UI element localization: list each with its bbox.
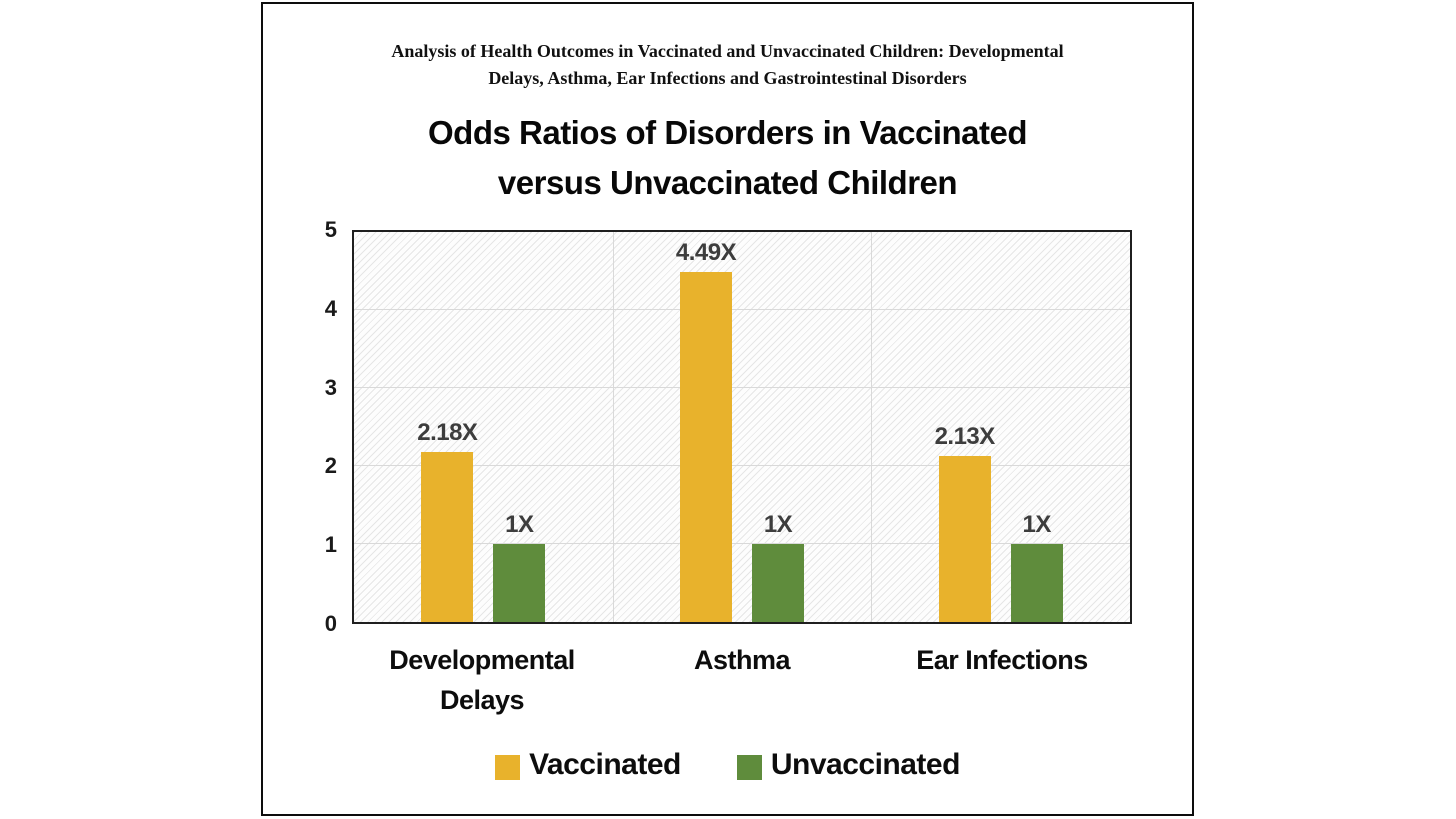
x-axis-category-labels: Developmental Delays Asthma Ear Infections: [352, 640, 1132, 720]
infographic-card: Analysis of Health Outcomes in Vaccinate…: [261, 2, 1194, 816]
y-tick-label: 0: [324, 611, 337, 636]
y-axis: 0 1 2 3 4 5: [281, 217, 337, 636]
bar-vaccinated: [680, 271, 732, 622]
y-tick-label: 1: [324, 532, 337, 558]
legend-label: Unvaccinated: [770, 748, 961, 781]
bar-with-label: 4.49X: [676, 232, 737, 622]
vertical-gridline: [871, 232, 873, 622]
bar-group: 4.49X 1X: [613, 232, 872, 622]
bar-with-label: 1X: [493, 232, 546, 622]
bar-with-label: 2.18X: [417, 232, 478, 622]
chart-title-line-2: versus Unvaccinated Children: [497, 164, 958, 201]
horizontal-gridline: [354, 309, 1130, 310]
y-tick-label: 3: [324, 374, 337, 400]
bar-value-label: 2.13X: [934, 422, 996, 450]
subtitle-line-1: Analysis of Health Outcomes in Vaccinate…: [391, 41, 1064, 61]
y-tick-label: 5: [324, 217, 337, 242]
chart-title: Odds Ratios of Disorders in Vaccinated v…: [263, 108, 1192, 208]
vertical-gridline: [612, 232, 614, 622]
bar-value-label: 4.49X: [675, 238, 737, 266]
legend-swatch-vaccinated: [495, 754, 521, 780]
bar-value-label: 1X: [763, 511, 793, 538]
legend-item: Vaccinated: [495, 748, 681, 782]
bar-unvaccinated: [752, 544, 804, 622]
category-label: Developmental Delays: [389, 645, 575, 715]
bar-value-label: 2.18X: [417, 418, 478, 446]
category-label: Ear Infections: [916, 645, 1088, 675]
bar-vaccinated: [421, 451, 474, 622]
y-tick-label: 4: [324, 295, 337, 321]
horizontal-gridline: [354, 465, 1130, 466]
bar-value-label: 1X: [1022, 511, 1051, 538]
horizontal-gridline: [354, 543, 1130, 544]
bar-with-label: 1X: [1010, 232, 1063, 622]
bar-unvaccinated: [493, 544, 546, 622]
header-subtitle: Analysis of Health Outcomes in Vaccinate…: [263, 38, 1192, 92]
bar-vaccinated: [938, 455, 991, 622]
bar-unvaccinated: [1010, 544, 1063, 622]
chart-title-line-1: Odds Ratios of Disorders in Vaccinated: [428, 114, 1028, 151]
bars-row: 2.18X 1X 4.49X 1X 2.13X 1X: [354, 232, 1130, 622]
bar-with-label: 1X: [752, 232, 804, 622]
bar-group: 2.13X 1X: [871, 232, 1130, 622]
plot-area: 2.18X 1X 4.49X 1X 2.13X 1X: [352, 230, 1132, 624]
subtitle-line-2: Delays, Asthma, Ear Infections and Gastr…: [488, 68, 967, 88]
horizontal-gridline: [354, 387, 1130, 388]
category-label: Asthma: [693, 645, 791, 675]
y-tick-label: 2: [324, 453, 337, 479]
legend-swatch-unvaccinated: [736, 754, 762, 780]
legend-label: Vaccinated: [529, 748, 681, 781]
bar-value-label: 1X: [505, 511, 534, 538]
bar-with-label: 2.13X: [935, 232, 995, 622]
legend: Vaccinated Unvaccinated: [263, 748, 1192, 782]
bar-group: 2.18X 1X: [354, 232, 613, 622]
legend-item: Unvaccinated: [736, 748, 961, 782]
